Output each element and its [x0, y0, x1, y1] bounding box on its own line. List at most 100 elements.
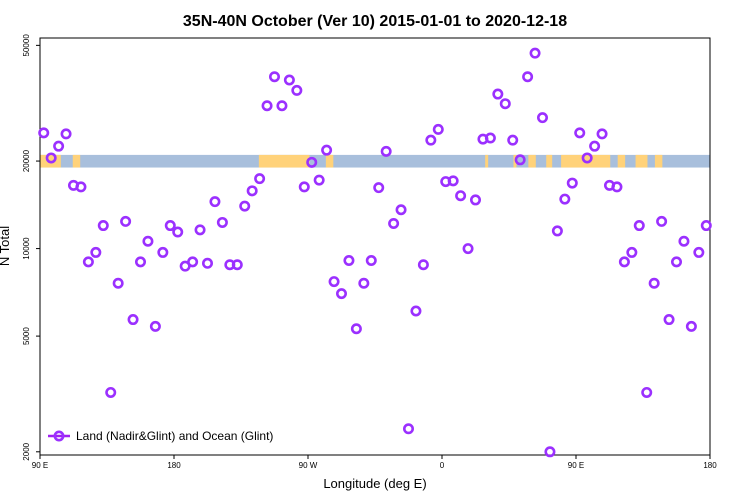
- x-tick-label: 180: [703, 461, 717, 470]
- data-point: [328, 276, 340, 288]
- data-point: [670, 256, 682, 268]
- x-tick-label: 90 E: [32, 461, 48, 470]
- data-point: [157, 246, 169, 258]
- ocean-band: [40, 154, 710, 168]
- data-point: [120, 215, 132, 227]
- data-point: [38, 127, 50, 139]
- data-point: [231, 259, 243, 271]
- data-point: [566, 177, 578, 189]
- land-segment: [635, 154, 648, 168]
- data-point: [559, 193, 571, 205]
- y-tick-label: 50000: [22, 34, 31, 57]
- data-point: [641, 386, 653, 398]
- land-segment: [546, 154, 553, 168]
- data-point: [462, 243, 474, 255]
- data-point: [291, 84, 303, 96]
- data-point: [656, 215, 668, 227]
- x-axis-label: Longitude (deg E): [323, 476, 426, 491]
- data-point: [410, 305, 422, 317]
- data-point: [536, 112, 548, 124]
- data-point: [321, 144, 333, 156]
- data-point: [425, 134, 437, 146]
- data-point: [402, 423, 414, 435]
- data-point: [75, 181, 87, 193]
- data-point: [522, 71, 534, 83]
- data-point: [239, 200, 251, 212]
- data-point: [246, 185, 258, 197]
- data-point: [492, 88, 504, 100]
- data-point: [142, 235, 154, 247]
- data-point: [187, 256, 199, 268]
- data-point: [596, 128, 608, 140]
- data-point: [105, 386, 117, 398]
- data-point: [335, 288, 347, 300]
- data-point: [53, 140, 65, 152]
- data-point: [135, 256, 147, 268]
- data-point: [663, 314, 675, 326]
- data-point: [202, 257, 214, 269]
- data-point: [514, 154, 526, 166]
- x-tick-label: 180: [167, 461, 181, 470]
- data-point: [544, 446, 556, 458]
- data-point: [254, 173, 266, 185]
- data-point: [678, 235, 690, 247]
- data-point: [447, 175, 459, 187]
- chart-title: 35N-40N October (Ver 10) 2015-01-01 to 2…: [183, 13, 567, 30]
- land-segment: [325, 154, 334, 168]
- data-point: [276, 100, 288, 112]
- y-axis-label: N Total: [0, 226, 12, 266]
- data-point: [417, 259, 429, 271]
- data-point: [365, 254, 377, 266]
- y-tick-label: 5000: [22, 327, 31, 345]
- data-point: [97, 220, 109, 232]
- data-point: [574, 127, 586, 139]
- data-point: [306, 156, 318, 168]
- data-point: [112, 277, 124, 289]
- land-segment: [617, 154, 626, 168]
- land-segment: [654, 154, 663, 168]
- plot-area-frame: [39, 37, 711, 456]
- data-point: [618, 256, 630, 268]
- data-point: [395, 204, 407, 216]
- data-point: [611, 181, 623, 193]
- data-point: [685, 320, 697, 332]
- y-tick-label: 10000: [22, 237, 31, 260]
- land-segment: [72, 154, 81, 168]
- data-point: [484, 132, 496, 144]
- data-point: [172, 226, 184, 238]
- data-point: [209, 196, 221, 208]
- data-point: [164, 220, 176, 232]
- legend-marker: [53, 430, 65, 442]
- y-axis-ticks: 2000 5000 10000 20000 50000: [22, 34, 40, 461]
- data-point: [455, 190, 467, 202]
- data-point: [60, 128, 72, 140]
- data-point: [693, 246, 705, 258]
- data-point: [45, 152, 57, 164]
- x-tick-label: 90 W: [299, 461, 318, 470]
- x-tick-label: 0: [440, 461, 445, 470]
- data-point: [149, 320, 161, 332]
- data-point: [589, 140, 601, 152]
- data-point: [432, 123, 444, 135]
- data-point: [298, 181, 310, 193]
- data-point: [380, 145, 392, 157]
- data-point: [194, 224, 206, 236]
- data-point: [82, 256, 94, 268]
- data-point: [350, 323, 362, 335]
- data-point: [127, 314, 139, 326]
- legend: Land (Nadir&Glint) and Ocean (Glint): [48, 429, 273, 443]
- data-point: [388, 217, 400, 229]
- data-point: [261, 100, 273, 112]
- data-point: [358, 277, 370, 289]
- land-segment: [258, 154, 310, 168]
- x-axis-ticks: 90 E 180 90 W 0 90 E 180: [32, 455, 717, 470]
- land-segment: [485, 154, 489, 168]
- land-segment: [528, 154, 536, 168]
- data-point: [633, 220, 645, 232]
- data-point: [90, 246, 102, 258]
- data-point: [343, 254, 355, 266]
- y-tick-label: 20000: [22, 149, 31, 172]
- data-point: [499, 98, 511, 110]
- data-point: [216, 216, 228, 228]
